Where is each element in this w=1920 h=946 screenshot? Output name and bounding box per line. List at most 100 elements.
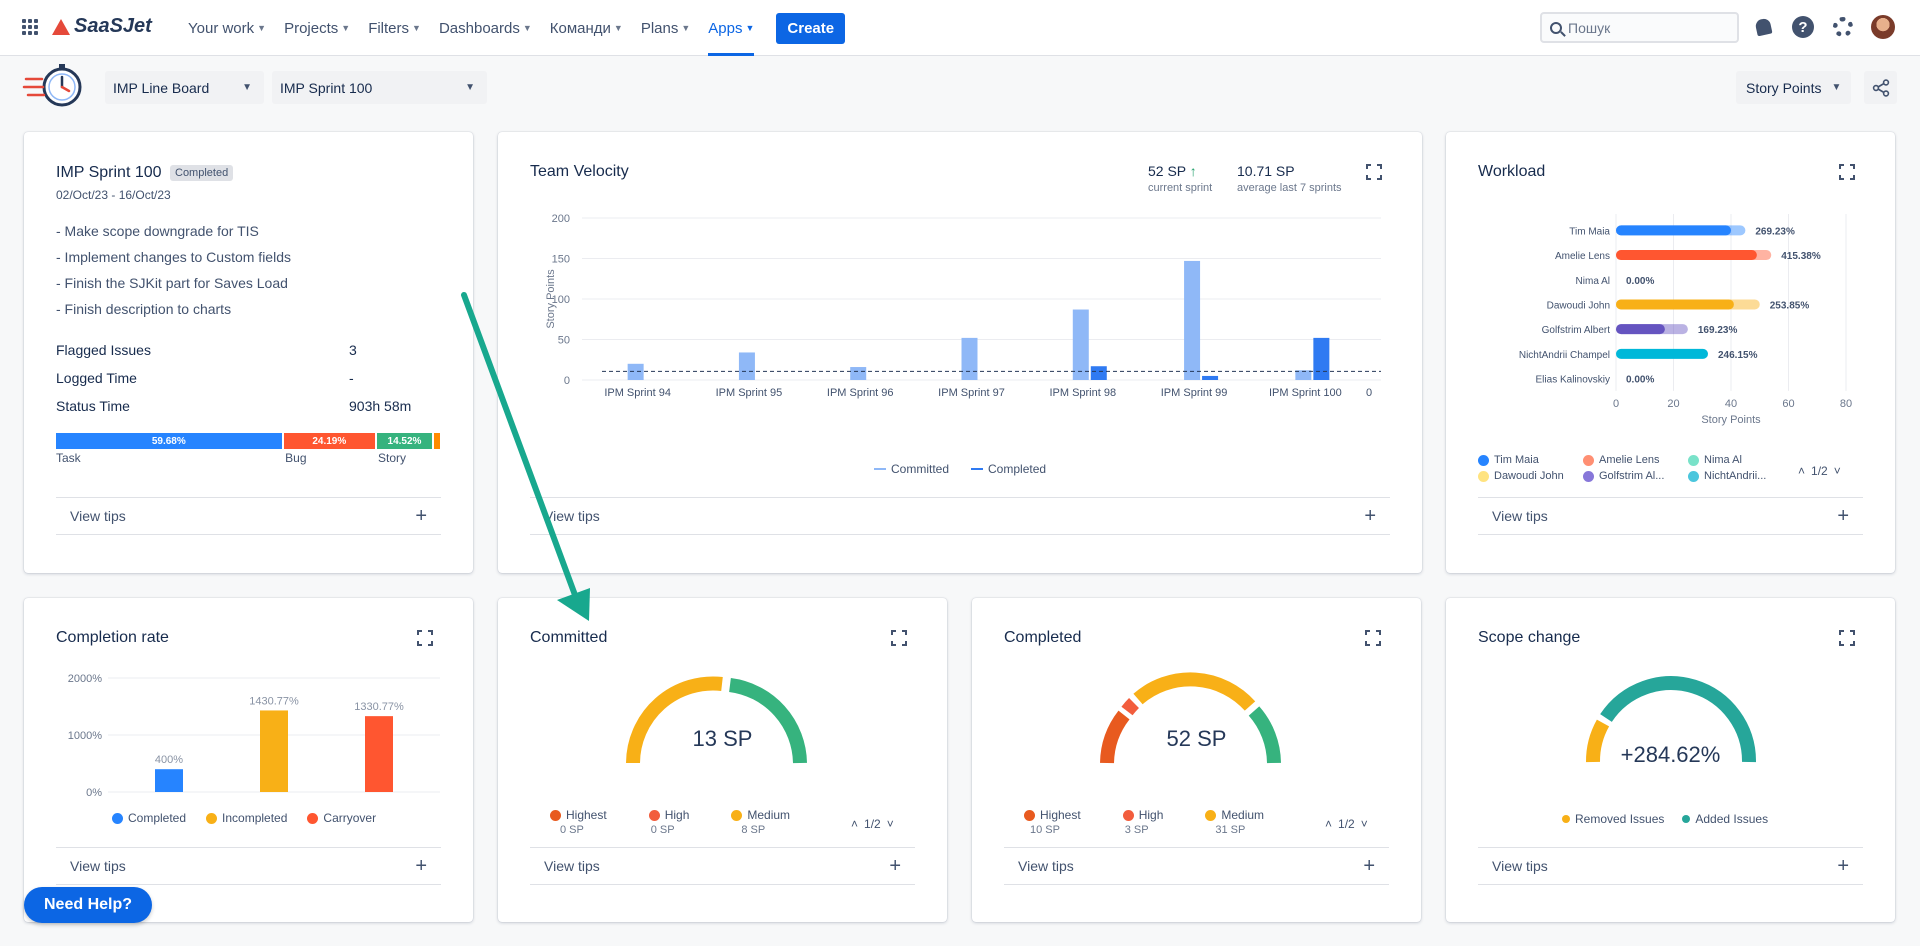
legend-swatch [648,809,660,821]
velocity-bar[interactable] [738,352,755,380]
settings-button[interactable] [1830,14,1856,40]
workload-bar[interactable] [1616,250,1757,261]
nav-teams[interactable]: Команди ▼ [550,0,623,56]
legend-value: 3 SP [1124,824,1149,836]
legend-label: Tim Maia [1494,454,1539,466]
expand-button[interactable] [1366,164,1382,180]
legend-swatch [1682,815,1691,823]
completion-bar[interactable] [365,716,393,792]
velocity-bar[interactable] [1072,309,1089,380]
gauge-center-value: 13 SP [692,726,753,751]
x-tick-label: IPM Sprint 100 [1269,387,1342,399]
expand-button[interactable] [891,630,907,646]
velocity-bar[interactable] [1090,366,1107,380]
current-sprint-label: current sprint [1148,182,1213,194]
chevron-down-icon[interactable]: ˅ [1360,817,1368,831]
view-tips-row[interactable]: View tips + [1004,847,1389,885]
view-tips-row[interactable]: View tips + [56,847,441,885]
team-velocity-card: Team Velocity 52 SP ↑ current sprint 10.… [498,132,1422,573]
x-tick-label: 0 [1613,398,1619,410]
help-button[interactable]: ? [1790,14,1816,40]
committed-card: Committed 13 SP Highest 0 SP High 0 SP Med… [498,598,947,922]
chevron-up-icon[interactable]: ˄ [851,817,859,831]
scope-gauge [1585,676,1757,763]
nav-dashboards[interactable]: Dashboards ▼ [439,0,532,56]
workload-bar[interactable] [1616,225,1731,236]
nav-plans[interactable]: Plans ▼ [641,0,690,56]
brand-logo[interactable]: SaaSJet [52,15,152,38]
completion-bar[interactable] [260,710,288,792]
velocity-bar[interactable] [850,367,867,380]
legend-swatch [731,809,743,821]
need-help-button[interactable]: Need Help? [24,887,153,923]
legend-label: High [1138,808,1164,822]
workload-bar[interactable] [1616,299,1734,310]
app-switcher-icon[interactable] [22,19,38,35]
legend-item[interactable]: NichtAndrii... [1688,470,1768,482]
chevron-up-icon[interactable]: ˄ [1798,464,1806,478]
nav-filters[interactable]: Filters ▼ [368,0,421,56]
create-button[interactable]: Create [776,12,846,44]
velocity-bar[interactable] [961,337,978,380]
legend-item[interactable]: Amelie Lens [1583,454,1688,466]
velocity-bar[interactable] [1184,260,1201,380]
view-tips-row[interactable]: View tips + [1478,847,1863,885]
legend-label: NichtAndrii... [1704,470,1767,482]
expand-button[interactable] [1839,630,1855,646]
legend-value: 8 SP [741,824,766,836]
chevron-up-icon[interactable]: ˄ [1325,817,1333,831]
expand-button[interactable] [1839,164,1855,180]
view-tips-row[interactable]: View tips + [56,497,441,535]
legend-swatch [1478,454,1489,466]
pager-label: 1/2 [864,817,881,831]
nav-projects[interactable]: Projects ▼ [284,0,350,56]
chevron-down-icon: ▼ [257,23,267,33]
expand-button[interactable] [1365,630,1381,646]
velocity-bar[interactable] [627,363,644,380]
legend-item[interactable]: Nima Al [1688,454,1768,466]
chevron-down-icon: ▼ [522,23,532,33]
view-tips-row[interactable]: View tips + [530,847,915,885]
metric-select[interactable]: Story Points ▼ [1736,71,1852,104]
legend-label: Amelie Lens [1599,454,1660,466]
view-tips-label: View tips [70,508,126,524]
legend-swatch [1205,809,1217,821]
chevron-down-icon[interactable]: ˅ [886,817,894,831]
share-button[interactable] [1864,71,1897,104]
completed-pager[interactable]: ˄ 1/2 ˅ [1325,817,1368,831]
plus-icon: + [415,505,427,527]
notifications-button[interactable] [1750,14,1776,40]
legend-item[interactable]: Golfstrim Al... [1583,470,1688,482]
x-tick-label: IPM Sprint 97 [938,387,1005,399]
chevron-down-icon[interactable]: ˅ [1833,464,1841,478]
sprint-select[interactable]: IMP Sprint 100 ▼ [272,71,487,104]
board-select[interactable]: IMP Line Board ▼ [105,71,264,104]
completion-bar[interactable] [155,769,183,792]
velocity-bar[interactable] [1202,375,1219,380]
workload-bar[interactable] [1616,348,1708,359]
expand-button[interactable] [417,630,433,646]
gear-icon [1833,17,1853,37]
gauge-segment-high [1121,698,1140,716]
legend-item[interactable]: Dawoudi John [1478,470,1583,482]
view-tips-row[interactable]: View tips + [530,497,1390,535]
velocity-bar[interactable] [1313,337,1330,380]
workload-pager[interactable]: ˄ 1/2 ˅ [1798,464,1841,478]
legend-label: Nima Al [1704,454,1742,466]
completion-rate-card: Completion rate 0% 1000% 2000% 400% 1430.77%… [24,598,473,922]
stat-row: Logged Time - [56,364,436,392]
expand-icon [1366,164,1371,169]
profile-button[interactable] [1870,14,1896,40]
avatar [1871,15,1895,39]
issue-type-label: Bug [285,451,307,465]
velocity-bar[interactable] [1295,370,1312,380]
nav-your-work[interactable]: Your work ▼ [188,0,266,56]
search-input[interactable]: Пошук [1540,12,1739,43]
committed-pager[interactable]: ˄ 1/2 ˅ [851,817,894,831]
nav-apps[interactable]: Apps ▼ [708,0,755,56]
workload-bar[interactable] [1616,324,1665,335]
legend-item[interactable]: Tim Maia [1478,454,1583,466]
top-navigation: SaaSJet Your work ▼ Projects ▼ Filters ▼ Da… [0,0,1920,56]
completion-chart: 0% 1000% 2000% 400% 1430.77% 1330.77% [68,673,440,799]
view-tips-row[interactable]: View tips + [1478,497,1863,535]
